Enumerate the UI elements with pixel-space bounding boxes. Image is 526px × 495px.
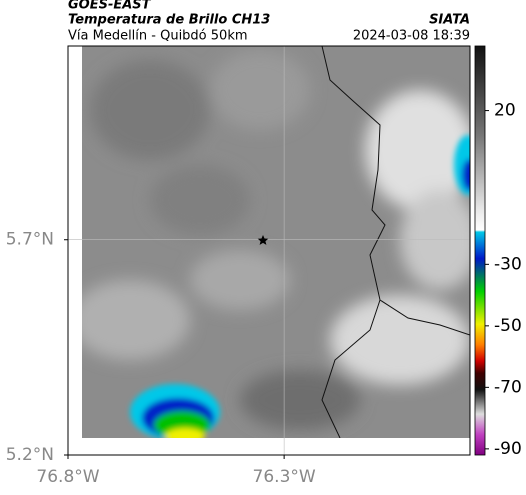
title: GOES-EAST: [68, 0, 152, 13]
y-tick-label: 5.7°N: [6, 230, 54, 250]
source: SIATA: [429, 13, 470, 28]
x-tick-label: 76.8°W: [36, 467, 99, 487]
x-tick-label: 76.3°W: [253, 467, 316, 487]
location-marker: [257, 235, 269, 245]
colorbar-tick-label: -50: [494, 316, 522, 336]
colorbar: [474, 45, 486, 456]
map-frame: [67, 45, 471, 456]
timestamp: 2024-03-08 18:39: [353, 29, 470, 44]
y-tick-label: 5.2°N: [6, 445, 54, 465]
subtitle: Temperatura de Brillo CH13: [68, 13, 270, 28]
colorbar-tick-label: -30: [494, 254, 522, 274]
route: Vía Medellín - Quibdó 50km: [68, 29, 248, 44]
satellite-image: [82, 46, 470, 438]
colorbar-tick-label: -70: [494, 377, 522, 397]
colorbar-tick-label: -90: [494, 439, 522, 459]
colorbar-tick-label: 20: [494, 101, 516, 121]
